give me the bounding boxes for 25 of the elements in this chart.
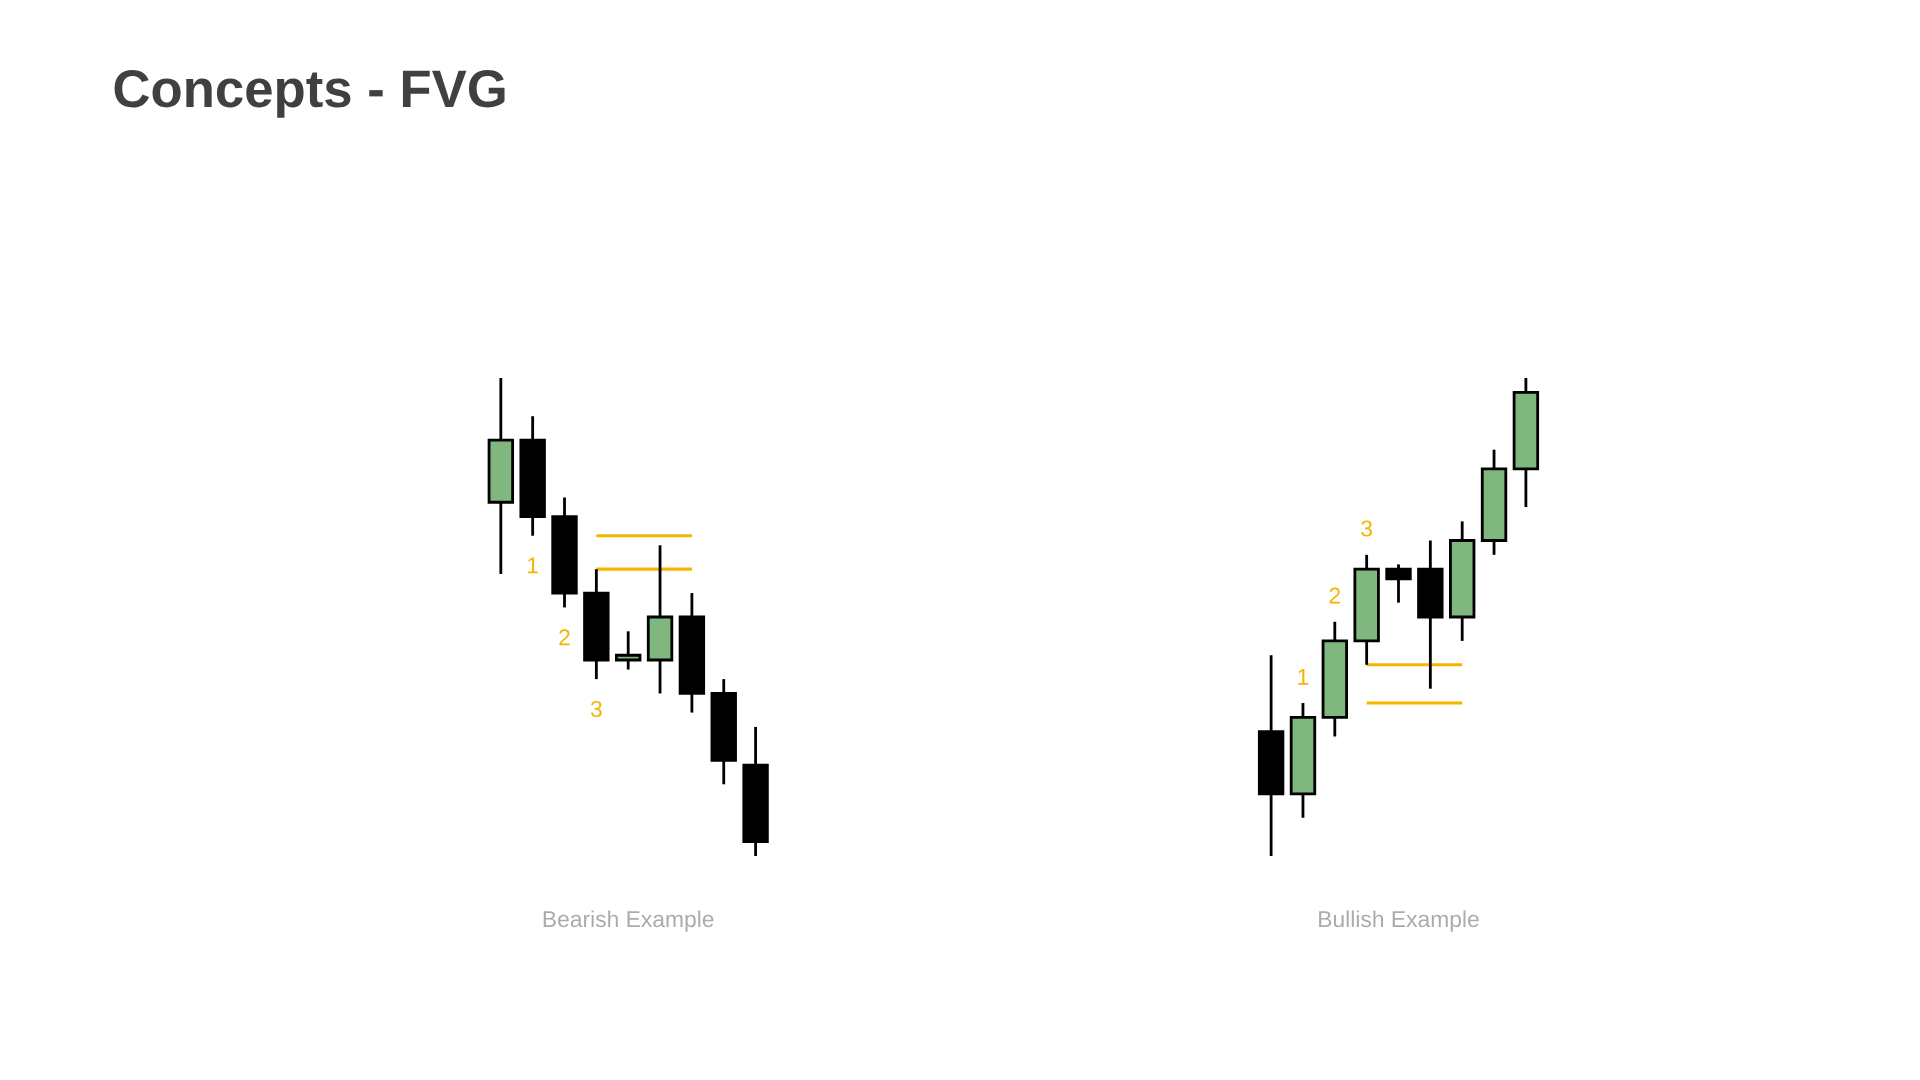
- candlestick: [615, 629, 642, 671]
- annotation: 2: [1329, 587, 1340, 604]
- candlestick: [1417, 539, 1444, 691]
- candlestick: [551, 496, 578, 609]
- candlestick: [678, 591, 706, 714]
- candlestick: [1257, 653, 1285, 858]
- annotation: 1: [1298, 669, 1309, 685]
- chart-title: Concepts - FVG: [114, 70, 505, 118]
- candlestick: [1353, 553, 1380, 667]
- candlestick: [710, 677, 737, 786]
- candlestick: [1321, 620, 1348, 738]
- candlestick: [646, 543, 674, 695]
- annotation: 3: [1361, 520, 1372, 537]
- annotation: 2: [559, 629, 570, 646]
- candlestick: [1449, 519, 1476, 643]
- candlestick: [1512, 376, 1540, 509]
- candlestick: [583, 567, 610, 681]
- candlestick: [742, 725, 769, 858]
- candlestick: [519, 414, 546, 538]
- annotation: 3: [590, 700, 602, 718]
- annotation: 1: [528, 557, 538, 574]
- candlestick: [1385, 562, 1412, 605]
- x-axis-title: Bearish Example: [543, 910, 714, 932]
- x-axis-title: Bullish Example: [1319, 910, 1479, 932]
- candlestick: [487, 376, 515, 576]
